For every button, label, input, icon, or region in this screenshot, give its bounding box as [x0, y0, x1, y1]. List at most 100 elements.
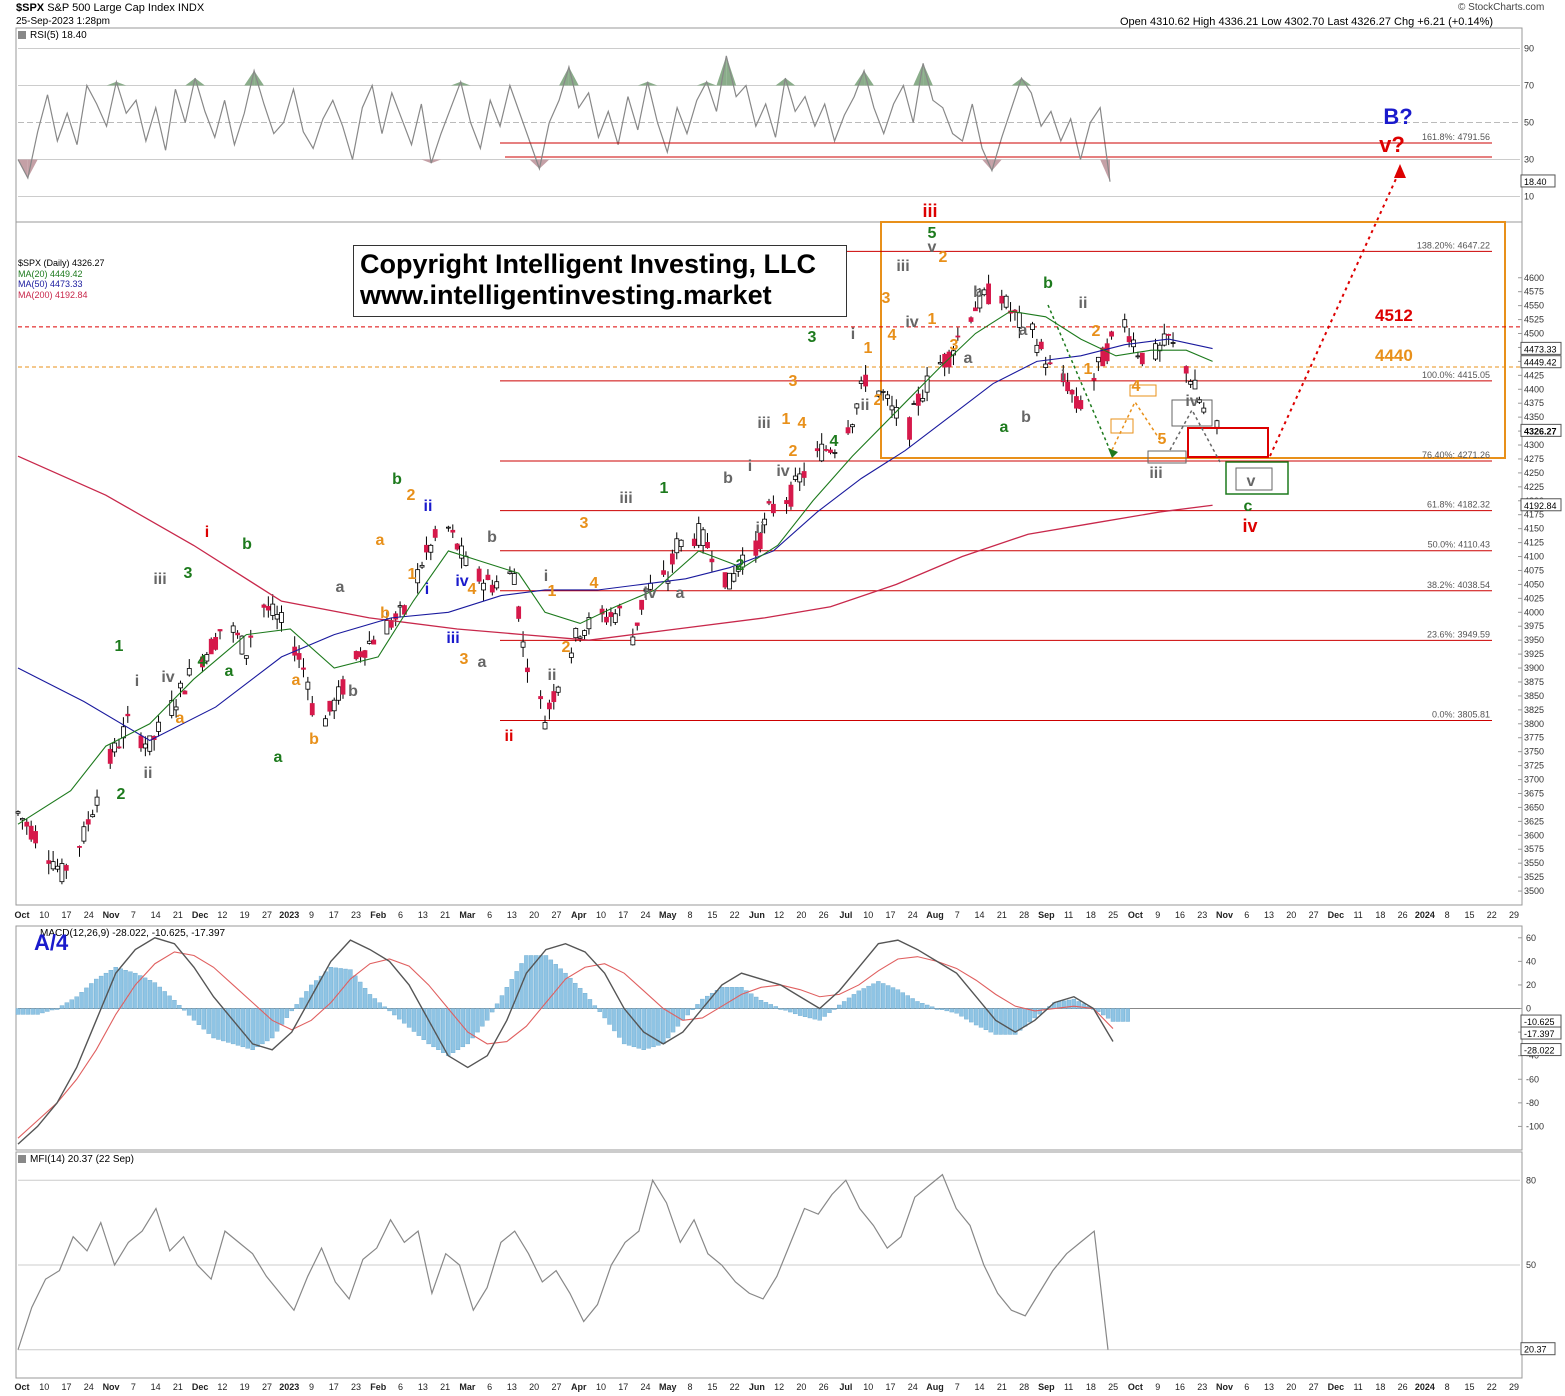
rsi-tag-box	[1520, 174, 1556, 188]
price-y-tick-label: 3700	[1524, 775, 1544, 785]
macd-hist-bar	[890, 987, 896, 1009]
x-tick-label: 15	[1464, 910, 1474, 920]
macd-hist-bar	[84, 987, 89, 1009]
wave-label: 2	[789, 443, 798, 460]
macd-panel: MACD(12,26,9) -28.022, -10.625, -17.397A…	[15, 928, 1562, 1145]
candle-body	[371, 639, 377, 645]
macd-hist-bar	[1115, 1008, 1121, 1022]
price-y-tick-label: 4025	[1524, 593, 1544, 603]
macd-hist-bar	[133, 972, 138, 1009]
macd-hist-bar	[1125, 1008, 1130, 1022]
wave-range-box	[880, 221, 1506, 459]
x-tick-label: Jul	[839, 910, 852, 920]
candle-body	[788, 484, 794, 507]
price-y-tick-label: 4400	[1524, 384, 1544, 394]
macd-hist-bar	[186, 1008, 192, 1016]
macd-hist-bar	[910, 998, 915, 1009]
price-y-tick-label: 4250	[1524, 468, 1544, 478]
macd-hist-bar	[802, 1008, 808, 1017]
candle-body	[674, 538, 680, 554]
candle-body	[1153, 343, 1158, 360]
x-tick-label: Oct	[1128, 910, 1143, 920]
x-tick-label: 19	[240, 910, 250, 920]
candle-body	[415, 569, 421, 584]
candle-body	[476, 568, 482, 582]
rsi-tag: 18.40	[1524, 177, 1547, 187]
wave-label: a	[274, 749, 283, 766]
rsi-overbought-fill	[460, 81, 471, 86]
macd-hist-bar	[983, 1008, 989, 1030]
macd-hist-bar	[367, 994, 373, 1009]
candle-body	[946, 351, 952, 368]
macd-hist-bar	[685, 1008, 690, 1016]
x-tick-label: 17	[885, 910, 895, 920]
macd-hist-bar	[318, 975, 324, 1009]
wave-label: 1	[408, 566, 417, 583]
rsi-y-tick-label: 70	[1524, 81, 1534, 91]
candle-body	[915, 393, 921, 406]
rsi-overbought-fill	[568, 67, 579, 86]
ma50-line	[17, 338, 1213, 742]
macd-hist-bar	[607, 1008, 612, 1025]
wave-label: 3	[950, 337, 959, 354]
wave-label: b	[309, 731, 319, 748]
macd-hist-bar	[348, 969, 353, 1009]
wave-label: a	[376, 532, 385, 549]
macd-hist-bar	[749, 993, 754, 1009]
x-tick-label: 8	[688, 910, 693, 920]
x-tick-label: Oct	[14, 910, 29, 920]
candle-body	[445, 526, 451, 529]
mfi-y-tick-label: 80	[1526, 1175, 1536, 1185]
macd-hist-bar	[216, 1008, 221, 1040]
wave-label: i	[425, 581, 429, 598]
candle-body	[1122, 319, 1128, 328]
macd-hist-bar	[35, 1008, 40, 1015]
price-y-tick-label: 3850	[1524, 691, 1544, 701]
candle-body	[696, 523, 702, 546]
macd-hist-bar	[211, 1008, 216, 1039]
macd-hist-bar	[74, 996, 79, 1009]
rsi-overbought-fill	[637, 81, 648, 86]
candle-body	[1126, 336, 1132, 343]
x-tick-label-bottom: 8	[1445, 1382, 1450, 1392]
rsi-legend-swatch	[18, 31, 26, 39]
price-y-tick-label: 3675	[1524, 788, 1544, 798]
macd-line	[17, 937, 1114, 1145]
x-tick-label: 13	[418, 910, 428, 920]
candle-body	[568, 652, 574, 658]
mfi-legend-swatch	[18, 1155, 26, 1163]
candle-body	[77, 846, 82, 848]
x-tick-label-bottom: 19	[240, 1382, 250, 1392]
candle-body	[142, 743, 148, 749]
fib-label: 100.0%: 4415.05	[1422, 370, 1490, 380]
price-right-tag: 4326.27	[1524, 426, 1557, 436]
macd-y-tick-label: 20	[1526, 980, 1536, 990]
price-y-tick-label: 4275	[1524, 454, 1544, 464]
candle-body	[397, 605, 403, 608]
macd-hist-bar	[621, 1008, 627, 1045]
macd-hist-bar	[1120, 1008, 1125, 1022]
x-tick-label: 13	[1264, 910, 1274, 920]
candle-body	[15, 811, 21, 814]
candle-body	[336, 686, 342, 701]
candle-body	[973, 307, 978, 312]
wave-label: b	[380, 605, 390, 622]
macd-hist-bar	[568, 977, 573, 1009]
x-tick-label-bottom: 11	[1064, 1382, 1073, 1392]
macd-hist-bar	[450, 1008, 456, 1053]
macd-hist-bar	[118, 968, 123, 1009]
x-tick-label-bottom: 7	[131, 1382, 136, 1392]
candle-body	[204, 654, 210, 662]
price-y-tick-label: 3625	[1524, 816, 1544, 826]
candle-body	[200, 656, 205, 668]
stockcharts-logo[interactable]: © StockCharts.com	[1458, 2, 1545, 13]
macd-hist-bar	[753, 996, 759, 1009]
x-tick-label-bottom: 2023	[279, 1382, 299, 1392]
wave-label: ii	[1079, 295, 1088, 312]
macd-hist-bar	[807, 1008, 813, 1019]
rsi-line	[17, 55, 1111, 182]
macd-hist-bar	[226, 1008, 231, 1043]
candle-body	[362, 650, 368, 658]
x-tick-label-bottom: 11	[1353, 1382, 1362, 1392]
wave-label: a	[336, 579, 345, 596]
